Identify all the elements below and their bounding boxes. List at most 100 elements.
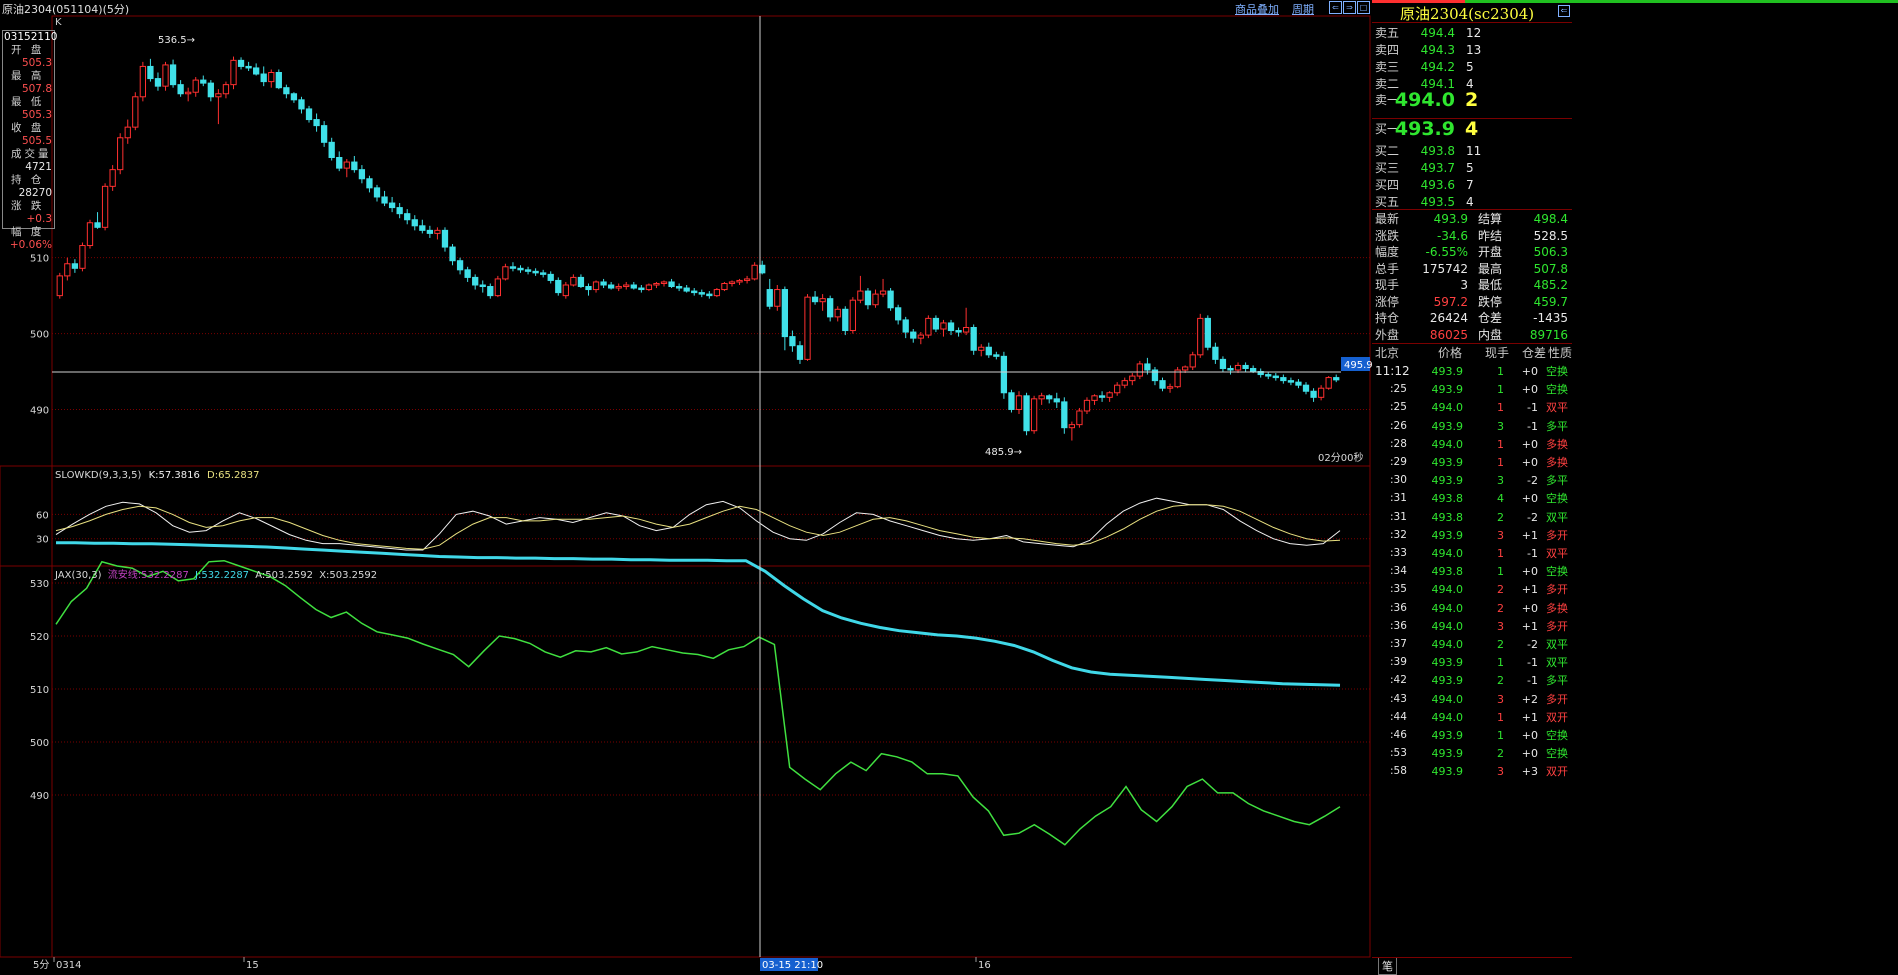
divider: [1372, 118, 1572, 119]
jax-grid: [52, 582, 1370, 796]
candle-body: [895, 307, 902, 321]
stat-label: 涨停: [1375, 294, 1400, 309]
tick-volume: 2: [1497, 583, 1504, 597]
candle: [1121, 377, 1128, 389]
candle-body: [1000, 355, 1008, 394]
candle-body: [947, 322, 955, 332]
tick-nature: 多开: [1546, 619, 1568, 633]
candle: [1333, 374, 1340, 383]
candle: [162, 61, 169, 91]
candle: [1114, 382, 1121, 396]
tick-price: 494.0: [1431, 601, 1464, 615]
candle-body: [834, 308, 841, 318]
tick-volume: 1: [1497, 365, 1504, 378]
candle: [1098, 391, 1106, 402]
candle-body: [1129, 375, 1136, 382]
tick-nature: 多平: [1546, 419, 1568, 433]
x-tick-label: 16: [978, 960, 991, 971]
candle-body: [827, 298, 834, 318]
candle-body: [887, 290, 894, 309]
candle-body: [932, 317, 940, 330]
bid-label: 买四: [1375, 178, 1400, 192]
candle: [887, 288, 894, 311]
period-link[interactable]: 周期: [1292, 3, 1314, 16]
candle-body: [547, 273, 554, 281]
candle: [985, 342, 992, 358]
stat-value: 597.2: [1433, 294, 1468, 309]
header-time: 北京: [1375, 346, 1400, 360]
candle-body: [441, 229, 449, 248]
candle-body: [487, 286, 494, 297]
overlay-link[interactable]: 商品叠加: [1235, 3, 1279, 16]
candle: [819, 294, 826, 311]
stat-row: 最新 493.9 结算 498.4: [1372, 211, 1898, 228]
candlestick-series[interactable]: [56, 56, 1340, 441]
candle: [668, 278, 675, 289]
tick-nature: 双平: [1546, 656, 1568, 670]
candle: [419, 219, 426, 234]
info-value: +0.06%: [9, 239, 52, 251]
tick-diff: +0: [1521, 492, 1538, 506]
restore-right-icon[interactable]: ⇒: [1343, 1, 1356, 14]
jax-tick-label: 510: [30, 685, 49, 696]
stat-label: 最新: [1375, 212, 1400, 226]
jax-lines[interactable]: [55, 541, 1341, 846]
candle: [653, 281, 660, 289]
ask-price: 494.4: [1420, 26, 1455, 40]
panel-expand-icon[interactable]: ⇐: [1558, 5, 1570, 17]
candle: [381, 190, 388, 207]
kd-lines[interactable]: [55, 497, 1341, 551]
tick-row: :25 493.9 1 +0 空换: [1372, 381, 1898, 398]
candle: [1008, 389, 1015, 413]
tick-price: 493.8: [1431, 510, 1464, 524]
chart-canvas[interactable]: 490 500 510 30 60 490 500 510 520 530 495.9 536…: [0, 0, 1372, 971]
candle: [706, 291, 713, 299]
candle: [215, 89, 222, 125]
tick-nature: 多换: [1546, 601, 1568, 615]
candle-body: [245, 65, 252, 69]
tick-time: :25: [1390, 383, 1407, 396]
candle-body: [1249, 367, 1257, 373]
candle: [1219, 356, 1227, 372]
candle-body: [683, 287, 690, 292]
tick-volume: 2: [1497, 510, 1504, 524]
candle: [1000, 351, 1008, 399]
tick-price: 493.9: [1431, 456, 1464, 469]
tab-ticks[interactable]: 笔: [1378, 958, 1397, 975]
tick-nature: 空换: [1546, 747, 1568, 761]
candle: [1068, 421, 1076, 441]
kd-y-axis: 30 60: [36, 510, 49, 545]
candle-body: [305, 108, 313, 121]
maximize-icon[interactable]: □: [1357, 1, 1370, 14]
chart-title: 原油2304(051104)(5分): [2, 3, 130, 16]
restore-left-icon[interactable]: ⇐: [1329, 1, 1342, 14]
candle: [245, 61, 252, 71]
candle: [426, 225, 434, 238]
tick-diff: -1: [1527, 674, 1538, 688]
candle: [124, 119, 131, 144]
candle-body: [86, 222, 94, 247]
candle: [789, 330, 796, 352]
info-label: 收 盘: [11, 122, 45, 134]
candle-body: [192, 79, 199, 93]
tick-time: :33: [1390, 547, 1407, 559]
candle-body: [449, 246, 456, 262]
jax-line-value: 流安线:532.2287: [108, 568, 189, 581]
candle-body: [978, 346, 985, 351]
tick-time: :28: [1390, 437, 1407, 450]
tick-row: :33 494.0 1 -1 双平: [1372, 545, 1898, 562]
tick-price: 493.8: [1431, 565, 1464, 579]
candle: [592, 280, 600, 293]
ask-volume: 13: [1466, 43, 1482, 57]
candle-body: [1310, 390, 1317, 398]
ask-label: 卖三: [1375, 60, 1400, 74]
candle: [1325, 376, 1332, 390]
divider: [1372, 22, 1572, 23]
candle-body: [1317, 387, 1325, 398]
candle: [305, 105, 313, 123]
candle: [479, 280, 486, 293]
candle-body: [675, 286, 683, 289]
stat-value: 485.2: [1533, 278, 1568, 292]
ask-volume: 4: [1466, 77, 1474, 91]
jax-tick-label: 500: [30, 738, 49, 749]
